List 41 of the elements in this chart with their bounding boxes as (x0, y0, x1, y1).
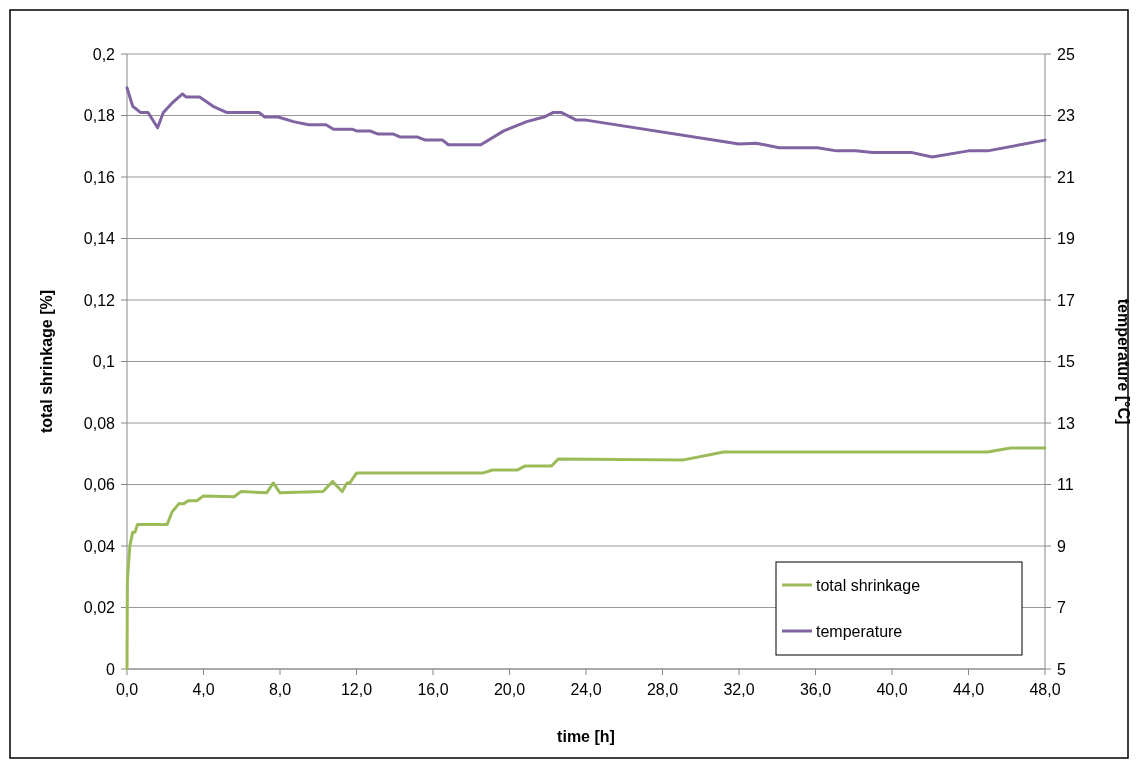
y2-tick-label: 13 (1057, 414, 1075, 432)
y-tick-label: 0,06 (83, 476, 116, 494)
y2-tick-label: 11 (1057, 476, 1074, 494)
x-tick-label: 36,0 (799, 681, 832, 698)
y-tick-label: 0,04 (83, 537, 116, 555)
x-tick-label: 20,0 (493, 681, 526, 698)
x-tick-label: 4,0 (192, 681, 215, 698)
line-series (125, 86, 1047, 159)
y-tick-label: 0,1 (92, 353, 116, 371)
x-tick-label: 0,0 (115, 681, 139, 698)
y-tick-label: 0,12 (83, 291, 116, 309)
y-tick-label: 0,02 (83, 599, 116, 617)
x-tick-label: 24,0 (570, 681, 602, 698)
x-tick-label: 12,0 (340, 681, 373, 698)
y-tick-label: 0,18 (83, 107, 116, 125)
y-tick-label: 0,14 (83, 230, 116, 248)
y2-tick-label: 17 (1057, 291, 1075, 309)
y2-tick-label: 9 (1057, 537, 1066, 555)
y-tick-label: 0,2 (92, 45, 116, 63)
y2-tick-label: 21 (1057, 168, 1075, 186)
legend-label: total shrinkage (816, 576, 921, 594)
x-tick-label: 16,0 (417, 681, 449, 698)
y2-tick-label: 19 (1057, 230, 1075, 248)
y-tick-label: 0,08 (83, 414, 116, 432)
y2-tick-label: 7 (1057, 599, 1066, 617)
legend-label: temperature (816, 622, 903, 640)
x-tick-label: 44,0 (952, 681, 985, 698)
y2-tick-label: 5 (1057, 660, 1066, 678)
x-tick-label: 8,0 (268, 681, 292, 698)
x-tick-label: 48,0 (1029, 681, 1061, 698)
y-tick-label: 0,16 (83, 168, 116, 186)
y2-tick-label: 15 (1057, 353, 1075, 371)
x-tick-label: 28,0 (646, 681, 679, 698)
x-tick-label: 40,0 (876, 681, 908, 698)
x-axis-title: time [h] (557, 728, 615, 745)
y2-tick-label: 23 (1057, 107, 1075, 125)
y-axis-title: total shrinkage [%] (38, 289, 55, 434)
x-tick-label: 32,0 (723, 681, 755, 698)
y-tick-label: 0 (106, 660, 116, 678)
y2-tick-label: 25 (1057, 45, 1075, 63)
y2-axis-title: temperature [°C] (1115, 298, 1132, 425)
